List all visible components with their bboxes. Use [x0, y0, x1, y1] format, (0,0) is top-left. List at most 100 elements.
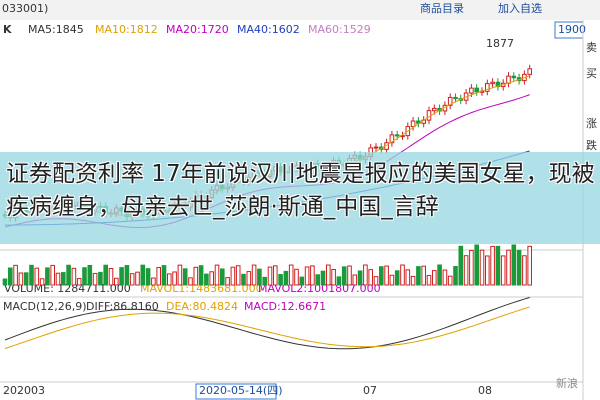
price-high: 1877 [486, 37, 514, 50]
volume-bar [373, 276, 379, 286]
volume-bar [421, 265, 426, 286]
side-button[interactable]: 买 [586, 67, 597, 80]
volume-bar [495, 245, 501, 286]
volume-bar [151, 277, 156, 286]
volume-bar [108, 267, 114, 286]
volume-bar [490, 245, 495, 286]
macd-line [4, 297, 530, 350]
volume-bar [267, 266, 273, 286]
candle-body [447, 96, 453, 106]
volume-bar [474, 244, 479, 286]
volume-bar [426, 274, 432, 286]
volume-bar [288, 264, 294, 286]
ma-label: MA20:1720 [166, 23, 229, 36]
macd-label: MACD:12.6671 [244, 300, 326, 313]
macd-label: MACD(12,26,9) [3, 300, 87, 313]
volume-bar [527, 245, 533, 286]
volume-bar [479, 249, 485, 286]
candle-body [511, 75, 517, 79]
volume-bar [384, 265, 389, 286]
volume-bar [326, 264, 331, 286]
volume-bar [193, 266, 199, 286]
top-bar [0, 0, 600, 20]
volume-bar [389, 274, 395, 286]
volume-bar [304, 266, 310, 286]
macd-label: DIFF:86.8160 [86, 300, 159, 313]
volume-bar [299, 276, 305, 286]
volume-bar [469, 249, 474, 286]
button[interactable]: 商品目录 [420, 1, 464, 15]
volume-bar [235, 265, 241, 286]
volume-bar [341, 266, 347, 286]
volume-bar [463, 255, 469, 286]
volume-bar [458, 245, 464, 286]
button[interactable]: 加入自选 [498, 2, 542, 15]
ma-label: MA40:1602 [237, 23, 300, 36]
ma-label: MA5:1845 [28, 23, 84, 36]
volume-bar [485, 255, 490, 286]
volume-bar [273, 265, 278, 286]
date-box [195, 383, 277, 400]
volume-bar [432, 270, 437, 286]
candle-body [432, 107, 437, 112]
volume-bar [209, 271, 214, 286]
volume-bar [23, 272, 29, 286]
side-button[interactable]: 卖 [586, 41, 597, 54]
volume-bar [182, 268, 188, 286]
volume-bar [310, 265, 315, 286]
candle-body [410, 120, 416, 128]
candle-body [426, 110, 432, 121]
news-banner: 证券配资利率 17年前说汉川地震是报应的美国女星，现被疾病缠身，母亲去世_莎朗·… [0, 152, 600, 244]
volume-bar [167, 273, 172, 286]
volume-bar [352, 274, 358, 286]
candle-body [373, 146, 379, 149]
volume-bar [357, 270, 363, 286]
ma-label: MA10:1812 [95, 23, 158, 36]
candle-body [490, 81, 495, 85]
volume-bar [214, 264, 220, 286]
volume-bar [522, 255, 527, 286]
side-button[interactable]: 跌 [586, 138, 597, 152]
volume-bar [500, 255, 506, 286]
candle-body [469, 87, 474, 94]
volume-bar [410, 275, 416, 286]
volume-bar [119, 267, 124, 286]
volume-bar [71, 267, 77, 286]
volume-bar [241, 273, 246, 286]
side-button[interactable]: 涨 [586, 117, 597, 130]
volume-bar [220, 268, 225, 286]
volume-bar [188, 277, 193, 286]
volume-bar [225, 277, 230, 286]
volume-bar [347, 265, 352, 286]
candle-body [485, 83, 490, 92]
volume-bar [257, 268, 262, 286]
volume-bar [320, 270, 326, 286]
volume-bar [29, 264, 34, 286]
volume-bar [55, 272, 61, 286]
volume-bar [114, 277, 119, 286]
volume-bar [2, 278, 8, 286]
volume-bar [98, 271, 103, 286]
volume-bar [34, 267, 40, 286]
volume-bar [246, 271, 252, 286]
volume-bar [140, 264, 146, 286]
volume-bar [50, 264, 56, 286]
volume-bar [198, 265, 204, 286]
volume-bar [363, 264, 368, 286]
volume-bar [447, 275, 453, 286]
volume-bar [39, 278, 45, 286]
x-label: 08 [478, 384, 492, 397]
volume-bar [331, 268, 336, 286]
price-right: 1900 [558, 23, 586, 36]
volume-bar [87, 264, 93, 286]
volume-bar [124, 265, 130, 286]
volume-bar [129, 273, 135, 286]
candle-body [474, 87, 479, 93]
macd-label: DEA:80.4824 [166, 300, 238, 313]
ma-label: MA60:1529 [308, 23, 371, 36]
volume-bar [103, 264, 109, 286]
volume-bar [82, 267, 87, 286]
volume-bar [405, 269, 411, 286]
volume-bar [230, 266, 236, 286]
